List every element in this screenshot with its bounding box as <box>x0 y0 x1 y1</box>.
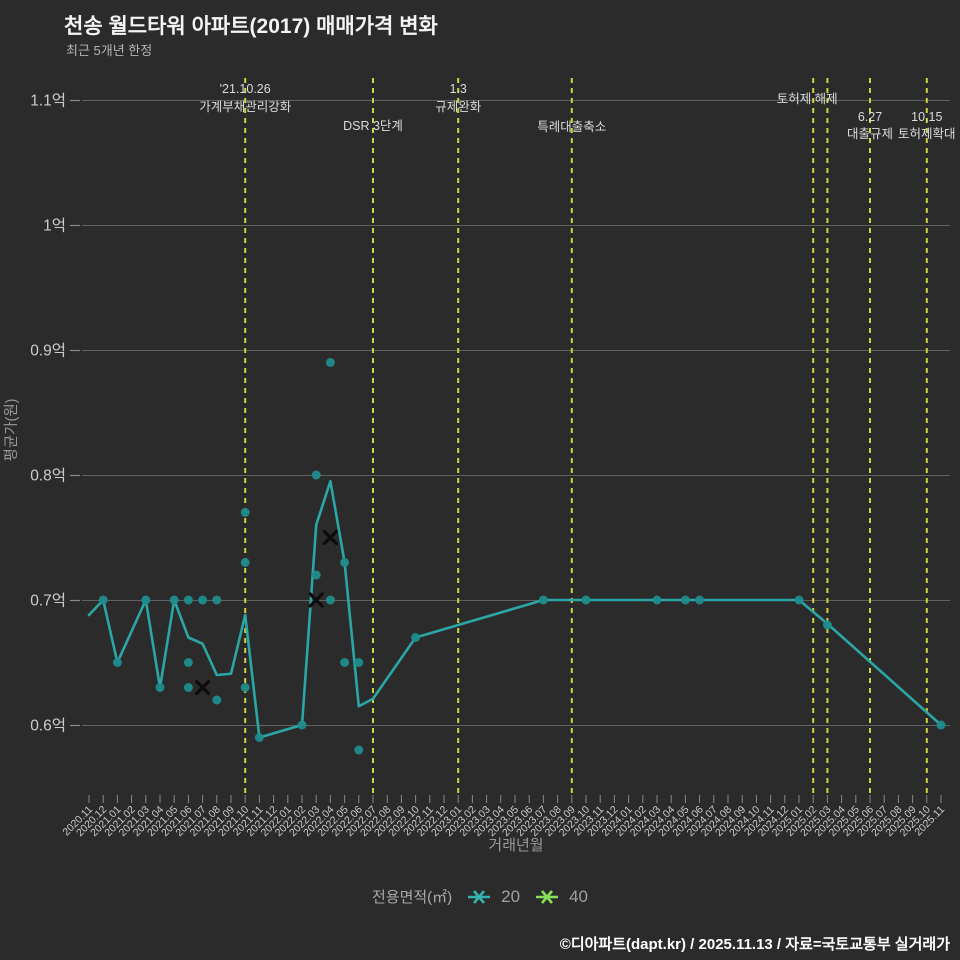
price-trend-chart[interactable]: 1.1억1억0.9억0.8억0.7억0.6억2020.112020.122021… <box>0 0 960 880</box>
transaction-point[interactable] <box>311 570 321 580</box>
transaction-point[interactable] <box>325 595 335 605</box>
transaction-point[interactable] <box>254 733 264 742</box>
transaction-point[interactable] <box>538 595 548 605</box>
transaction-point[interactable] <box>297 720 307 730</box>
transaction-point[interactable] <box>340 558 350 567</box>
transaction-point[interactable] <box>98 595 108 605</box>
chart-legend: 전용면적(㎡) 20 40 <box>0 886 960 907</box>
event-label: DSR 3단계 <box>343 119 403 133</box>
transaction-point[interactable] <box>354 745 364 755</box>
legend-item-20[interactable]: 20 <box>466 887 520 907</box>
y-axis-title: 평균가(원) <box>3 398 20 461</box>
transaction-point[interactable] <box>141 595 151 605</box>
event-label: '21.10.26 <box>220 82 271 96</box>
y-tick-label: 1억 <box>43 217 66 235</box>
transaction-point[interactable] <box>680 595 690 605</box>
event-label: 6.27 <box>858 110 882 124</box>
y-tick-label: 0.9억 <box>30 342 66 360</box>
y-tick-label: 0.7억 <box>30 592 66 610</box>
legend-title: 전용면적(㎡) <box>371 889 453 906</box>
event-label: 가계부채관리강화 <box>199 100 292 114</box>
transaction-point[interactable] <box>240 508 250 517</box>
transaction-point[interactable] <box>581 595 591 605</box>
page-subtitle: 최근 5개년 한정 <box>66 43 153 58</box>
transaction-point[interactable] <box>411 633 421 642</box>
transaction-point[interactable] <box>794 595 804 605</box>
cancelled-x-marker[interactable] <box>308 592 324 608</box>
event-label: 규제완화 <box>435 100 482 114</box>
transaction-point[interactable] <box>652 595 662 605</box>
legend-item-40[interactable]: 40 <box>534 887 588 907</box>
legend-marker-icon <box>468 889 491 904</box>
event-label: 토허제확대 <box>898 127 956 141</box>
event-label: 토허제 해제 <box>777 92 838 106</box>
legend-item-label: 40 <box>569 886 589 906</box>
y-tick-label: 0.8억 <box>30 467 66 485</box>
transaction-point[interactable] <box>936 720 946 730</box>
event-label: 1.3 <box>450 82 467 96</box>
event-label: 대출규제 <box>847 127 893 141</box>
transaction-point[interactable] <box>325 358 335 367</box>
transaction-point[interactable] <box>198 595 208 605</box>
transaction-point[interactable] <box>155 683 165 692</box>
event-label: 특례대출축소 <box>537 120 606 134</box>
transaction-point[interactable] <box>340 658 350 667</box>
transaction-point[interactable] <box>240 683 250 692</box>
cancelled-x-marker[interactable] <box>322 529 338 546</box>
y-tick-label: 0.6억 <box>30 717 66 735</box>
transaction-point[interactable] <box>112 658 122 667</box>
legend-marker-icon <box>536 889 559 904</box>
transaction-point[interactable] <box>183 683 193 692</box>
transaction-point[interactable] <box>311 470 321 480</box>
transaction-point[interactable] <box>212 695 222 705</box>
transaction-point[interactable] <box>240 558 250 567</box>
x-axis-title: 거래년월 <box>488 837 543 854</box>
legend-item-label: 20 <box>501 886 521 906</box>
transaction-point[interactable] <box>212 595 222 605</box>
page-title: 천송 월드타워 아파트(2017) 매매가격 변화 <box>64 15 438 38</box>
copyright-source-note: ©디아파트(dapt.kr) / 2025.11.13 / 자료=국토교통부 실… <box>559 936 950 953</box>
cancelled-x-marker[interactable] <box>195 679 211 696</box>
transaction-point[interactable] <box>822 620 832 630</box>
y-tick-label: 1.1억 <box>30 92 66 110</box>
transaction-point[interactable] <box>169 595 179 605</box>
transaction-point[interactable] <box>354 658 364 667</box>
transaction-point[interactable] <box>695 595 705 605</box>
transaction-point[interactable] <box>183 658 193 667</box>
event-label: 10.15 <box>911 110 942 124</box>
transaction-point[interactable] <box>183 595 193 605</box>
